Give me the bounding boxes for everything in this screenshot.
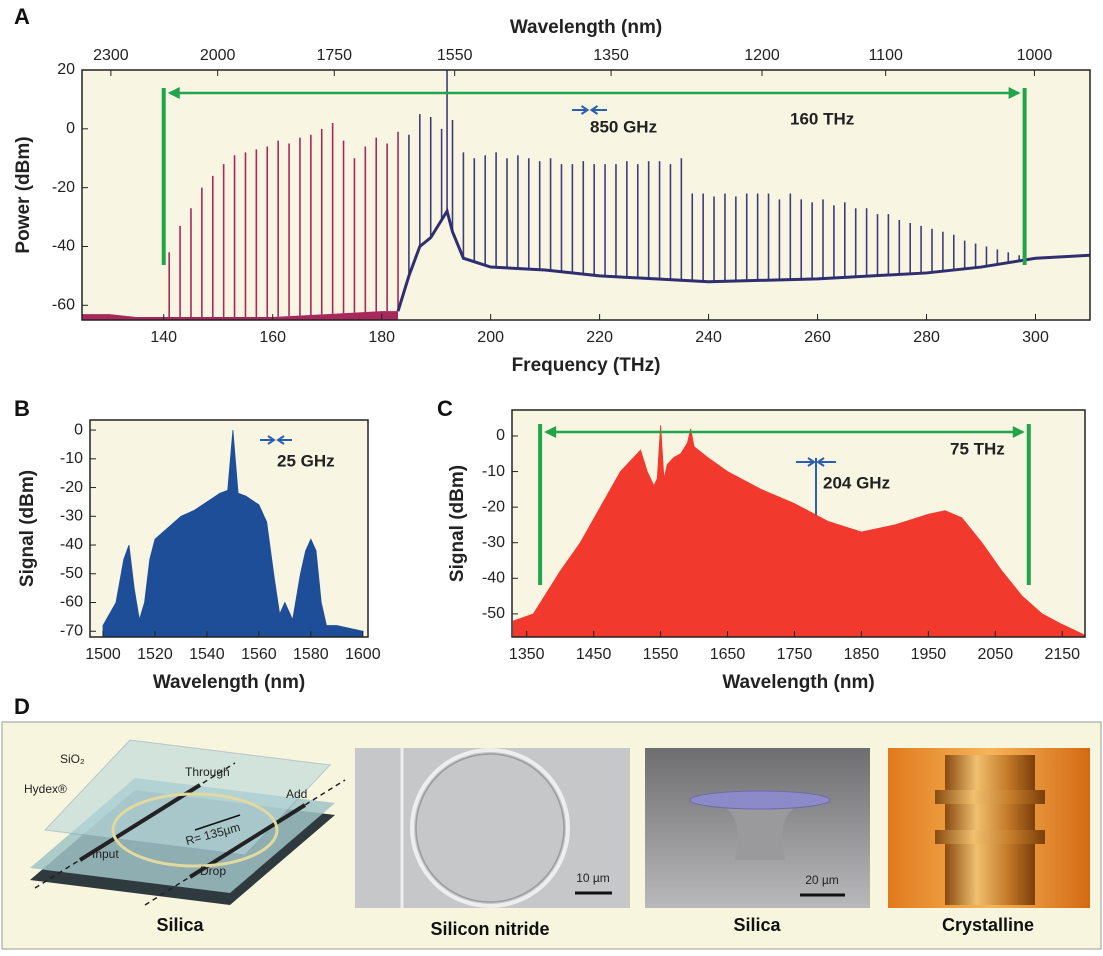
diagram-label: SiO₂ <box>60 752 85 766</box>
x-tick-label: 1550 <box>643 646 679 663</box>
figure: D SiO₂ Through Hydex® Add R= 135µm Input… <box>0 0 1103 951</box>
y-tick-label: -70 <box>60 622 83 639</box>
panel-label: C <box>437 396 453 421</box>
diagram-label: Drop <box>200 864 226 878</box>
annotation: 160 THz <box>790 109 854 128</box>
disk <box>690 791 830 809</box>
y-tick-label: -50 <box>60 565 83 582</box>
crystal-image <box>888 748 1090 908</box>
y-axis-label: Signal (dBm) <box>17 470 38 587</box>
y-tick-label: -30 <box>482 534 505 551</box>
y-tick-label: -60 <box>52 297 75 314</box>
x-tick-label: 1560 <box>241 646 277 663</box>
caption: Silica <box>156 915 204 935</box>
x-tick-label: 1600 <box>345 646 381 663</box>
y-tick-label: -60 <box>60 594 83 611</box>
sin-micrograph: 10 µm <box>355 748 630 908</box>
y-tick-label: -40 <box>60 536 83 553</box>
x2-axis-label: Wavelength (nm) <box>510 17 662 38</box>
x2-tick-label: 2000 <box>200 47 236 64</box>
x-tick-label: 2050 <box>978 646 1014 663</box>
y-tick-label: -20 <box>60 479 83 496</box>
x-axis-label: Wavelength (nm) <box>153 672 305 693</box>
y-tick-label: -40 <box>52 238 75 255</box>
diagram-label: Add <box>286 787 307 801</box>
x2-tick-label: 1350 <box>593 47 629 64</box>
x-tick-label: 300 <box>1022 329 1049 346</box>
x-tick-label: 1650 <box>710 646 746 663</box>
x-tick-label: 1520 <box>137 646 173 663</box>
x-tick-label: 180 <box>368 329 395 346</box>
panel: 140 160 180 200 220 240 260 280 300 -60 -40 -20 0 20 2… <box>13 4 1090 376</box>
x-tick-label: 1450 <box>576 646 612 663</box>
y-tick-label: -20 <box>482 498 505 515</box>
y-tick-label: -40 <box>482 570 505 587</box>
plot-area <box>82 70 1090 320</box>
x-tick-label: 1750 <box>777 646 813 663</box>
panel-d: D SiO₂ Through Hydex® Add R= 135µm Input… <box>2 694 1101 949</box>
groove <box>935 830 1045 844</box>
x-axis-label: Wavelength (nm) <box>722 672 874 693</box>
x-tick-label: 2150 <box>1044 646 1080 663</box>
annotation: 850 GHz <box>590 117 657 136</box>
diagram-label: Through <box>185 765 230 779</box>
groove <box>935 790 1045 804</box>
x-tick-label: 160 <box>259 329 286 346</box>
x2-tick-label: 1000 <box>1017 47 1053 64</box>
x-tick-label: 1500 <box>85 646 121 663</box>
y-axis-label: Signal (dBm) <box>447 465 468 582</box>
toroid-micrograph: 20 µm <box>645 748 870 908</box>
y-axis-label: Power (dBm) <box>13 136 34 253</box>
y-tick-label: -20 <box>52 179 75 196</box>
x-tick-label: 1540 <box>189 646 225 663</box>
x-tick-label: 1350 <box>509 646 545 663</box>
annotation: 204 GHz <box>823 473 890 492</box>
x-tick-label: 1580 <box>293 646 329 663</box>
y-tick-label: -30 <box>60 508 83 525</box>
diagram-label: Hydex® <box>24 782 67 796</box>
diagram-label: Input <box>92 847 119 861</box>
x2-tick-label: 1750 <box>316 47 352 64</box>
y-tick-label: 0 <box>496 427 505 444</box>
x2-tick-label: 1550 <box>437 47 473 64</box>
x2-tick-label: 1200 <box>744 47 780 64</box>
y-tick-label: 0 <box>74 421 83 438</box>
caption: Silicon nitride <box>430 919 549 939</box>
panel: 1350 1450 1550 1650 1750 1850 1950 2050 2150 0 -10… <box>437 396 1085 693</box>
scale-label: 10 µm <box>576 871 610 885</box>
scale-label: 20 µm <box>805 873 839 887</box>
x-tick-label: 1850 <box>844 646 880 663</box>
caption: Crystalline <box>942 915 1034 935</box>
y-tick-label: -10 <box>60 450 83 467</box>
x-axis-label: Frequency (THz) <box>512 355 661 376</box>
panel-label: B <box>14 396 30 421</box>
x2-tick-label: 2300 <box>93 47 129 64</box>
panel-label: D <box>14 694 30 719</box>
x-tick-label: 140 <box>150 329 177 346</box>
y-tick-label: -50 <box>482 605 505 622</box>
annotation: 25 GHz <box>277 451 335 470</box>
y-tick-label: 20 <box>57 61 75 78</box>
caption: Silica <box>733 915 781 935</box>
panel-label: A <box>14 4 30 29</box>
x-tick-label: 220 <box>586 329 613 346</box>
x-tick-label: 1950 <box>911 646 947 663</box>
x2-tick-label: 1100 <box>868 47 903 64</box>
x-tick-label: 260 <box>804 329 831 346</box>
panel: 1500 1520 1540 1560 1580 1600 0 -10 -20 -30 -40 -50… <box>14 396 381 693</box>
x-tick-label: 240 <box>695 329 722 346</box>
annotation: 75 THz <box>950 439 1005 458</box>
x-tick-label: 280 <box>913 329 940 346</box>
y-tick-label: 0 <box>66 120 75 137</box>
y-tick-label: -10 <box>482 463 505 480</box>
x-tick-label: 200 <box>477 329 504 346</box>
